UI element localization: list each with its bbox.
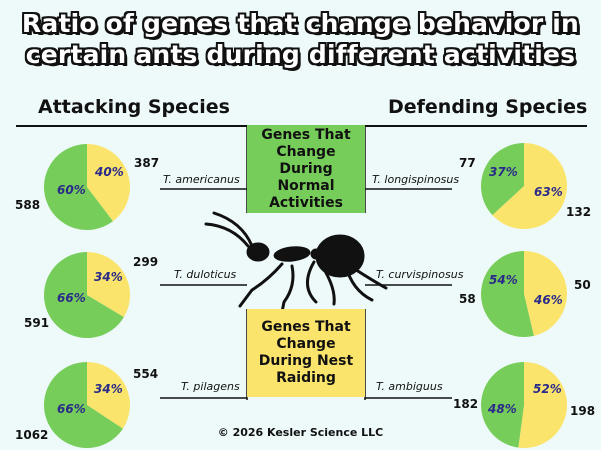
pie-slice-normal-activities	[43, 362, 123, 449]
percent-label: 40%	[95, 165, 124, 179]
count-label: 591	[24, 316, 50, 330]
percent-label: 34%	[94, 270, 123, 284]
percent-label: 48%	[488, 402, 517, 416]
species-label: T. duloticus	[174, 268, 237, 281]
percent-label: 46%	[534, 293, 563, 307]
pie-slice-nest-raiding	[524, 251, 567, 336]
count-label: 588	[15, 198, 41, 212]
title-line-1: Ratio of genes that change behavior in	[21, 9, 580, 38]
attacking-heading: Attacking Species	[38, 96, 230, 118]
pie-slice-nest-raiding	[87, 362, 130, 429]
count-label: 198	[570, 404, 596, 418]
nest-raiding-label: Genes That Change During Nest Raiding	[258, 319, 354, 386]
count-label: 50	[574, 278, 591, 292]
percent-label: 37%	[489, 165, 518, 179]
species-label: T. ambiguus	[376, 380, 443, 393]
pie-slice-nest-raiding	[518, 361, 568, 448]
copyright-footer: © 2026 Kesler Science LLC	[217, 426, 384, 439]
pie-slice-normal-activities	[43, 252, 124, 338]
pie-slice-nest-raiding	[492, 143, 567, 229]
defending-underline	[365, 125, 587, 127]
normal-activities-box: Genes That Change During Normal Activiti…	[247, 125, 365, 213]
percent-label: 34%	[94, 382, 123, 396]
count-label: 77	[459, 156, 476, 170]
count-label: 1062	[15, 428, 49, 442]
pie-slice-nest-raiding	[87, 144, 130, 222]
count-label: 182	[453, 397, 479, 411]
count-label: 132	[566, 205, 592, 219]
count-label: 554	[133, 367, 159, 381]
percent-label: 52%	[533, 382, 562, 396]
percent-label: 66%	[57, 291, 86, 305]
title-line-2: certain ants during different activities	[25, 40, 576, 69]
chart-title: Ratio of genes that change behavior in c…	[0, 8, 601, 70]
attacking-underline	[16, 125, 247, 127]
percent-label: 54%	[489, 273, 518, 287]
percent-label: 63%	[534, 185, 563, 199]
count-label: 58	[459, 292, 476, 306]
pie-slice-normal-activities	[481, 362, 524, 448]
percent-label: 60%	[57, 183, 86, 197]
defending-heading: Defending Species	[388, 96, 588, 118]
count-label: 299	[133, 255, 159, 269]
percent-label: 66%	[57, 402, 86, 416]
species-label: T. americanus	[163, 173, 240, 186]
pie-slice-normal-activities	[480, 143, 524, 216]
species-label: T. longispinosus	[372, 173, 460, 186]
pie-slice-normal-activities	[480, 251, 534, 337]
normal-activities-label: Genes That Change During Normal Activiti…	[261, 126, 351, 211]
pie-slice-nest-raiding	[87, 252, 130, 318]
count-label: 387	[134, 156, 160, 170]
species-label: T. curvispinosus	[376, 268, 464, 281]
nest-raiding-box: Genes That Change During Nest Raiding	[247, 309, 365, 397]
ant-icon	[204, 211, 388, 314]
pie-slice-normal-activities	[43, 144, 113, 231]
species-label: T. pilagens	[181, 380, 240, 393]
